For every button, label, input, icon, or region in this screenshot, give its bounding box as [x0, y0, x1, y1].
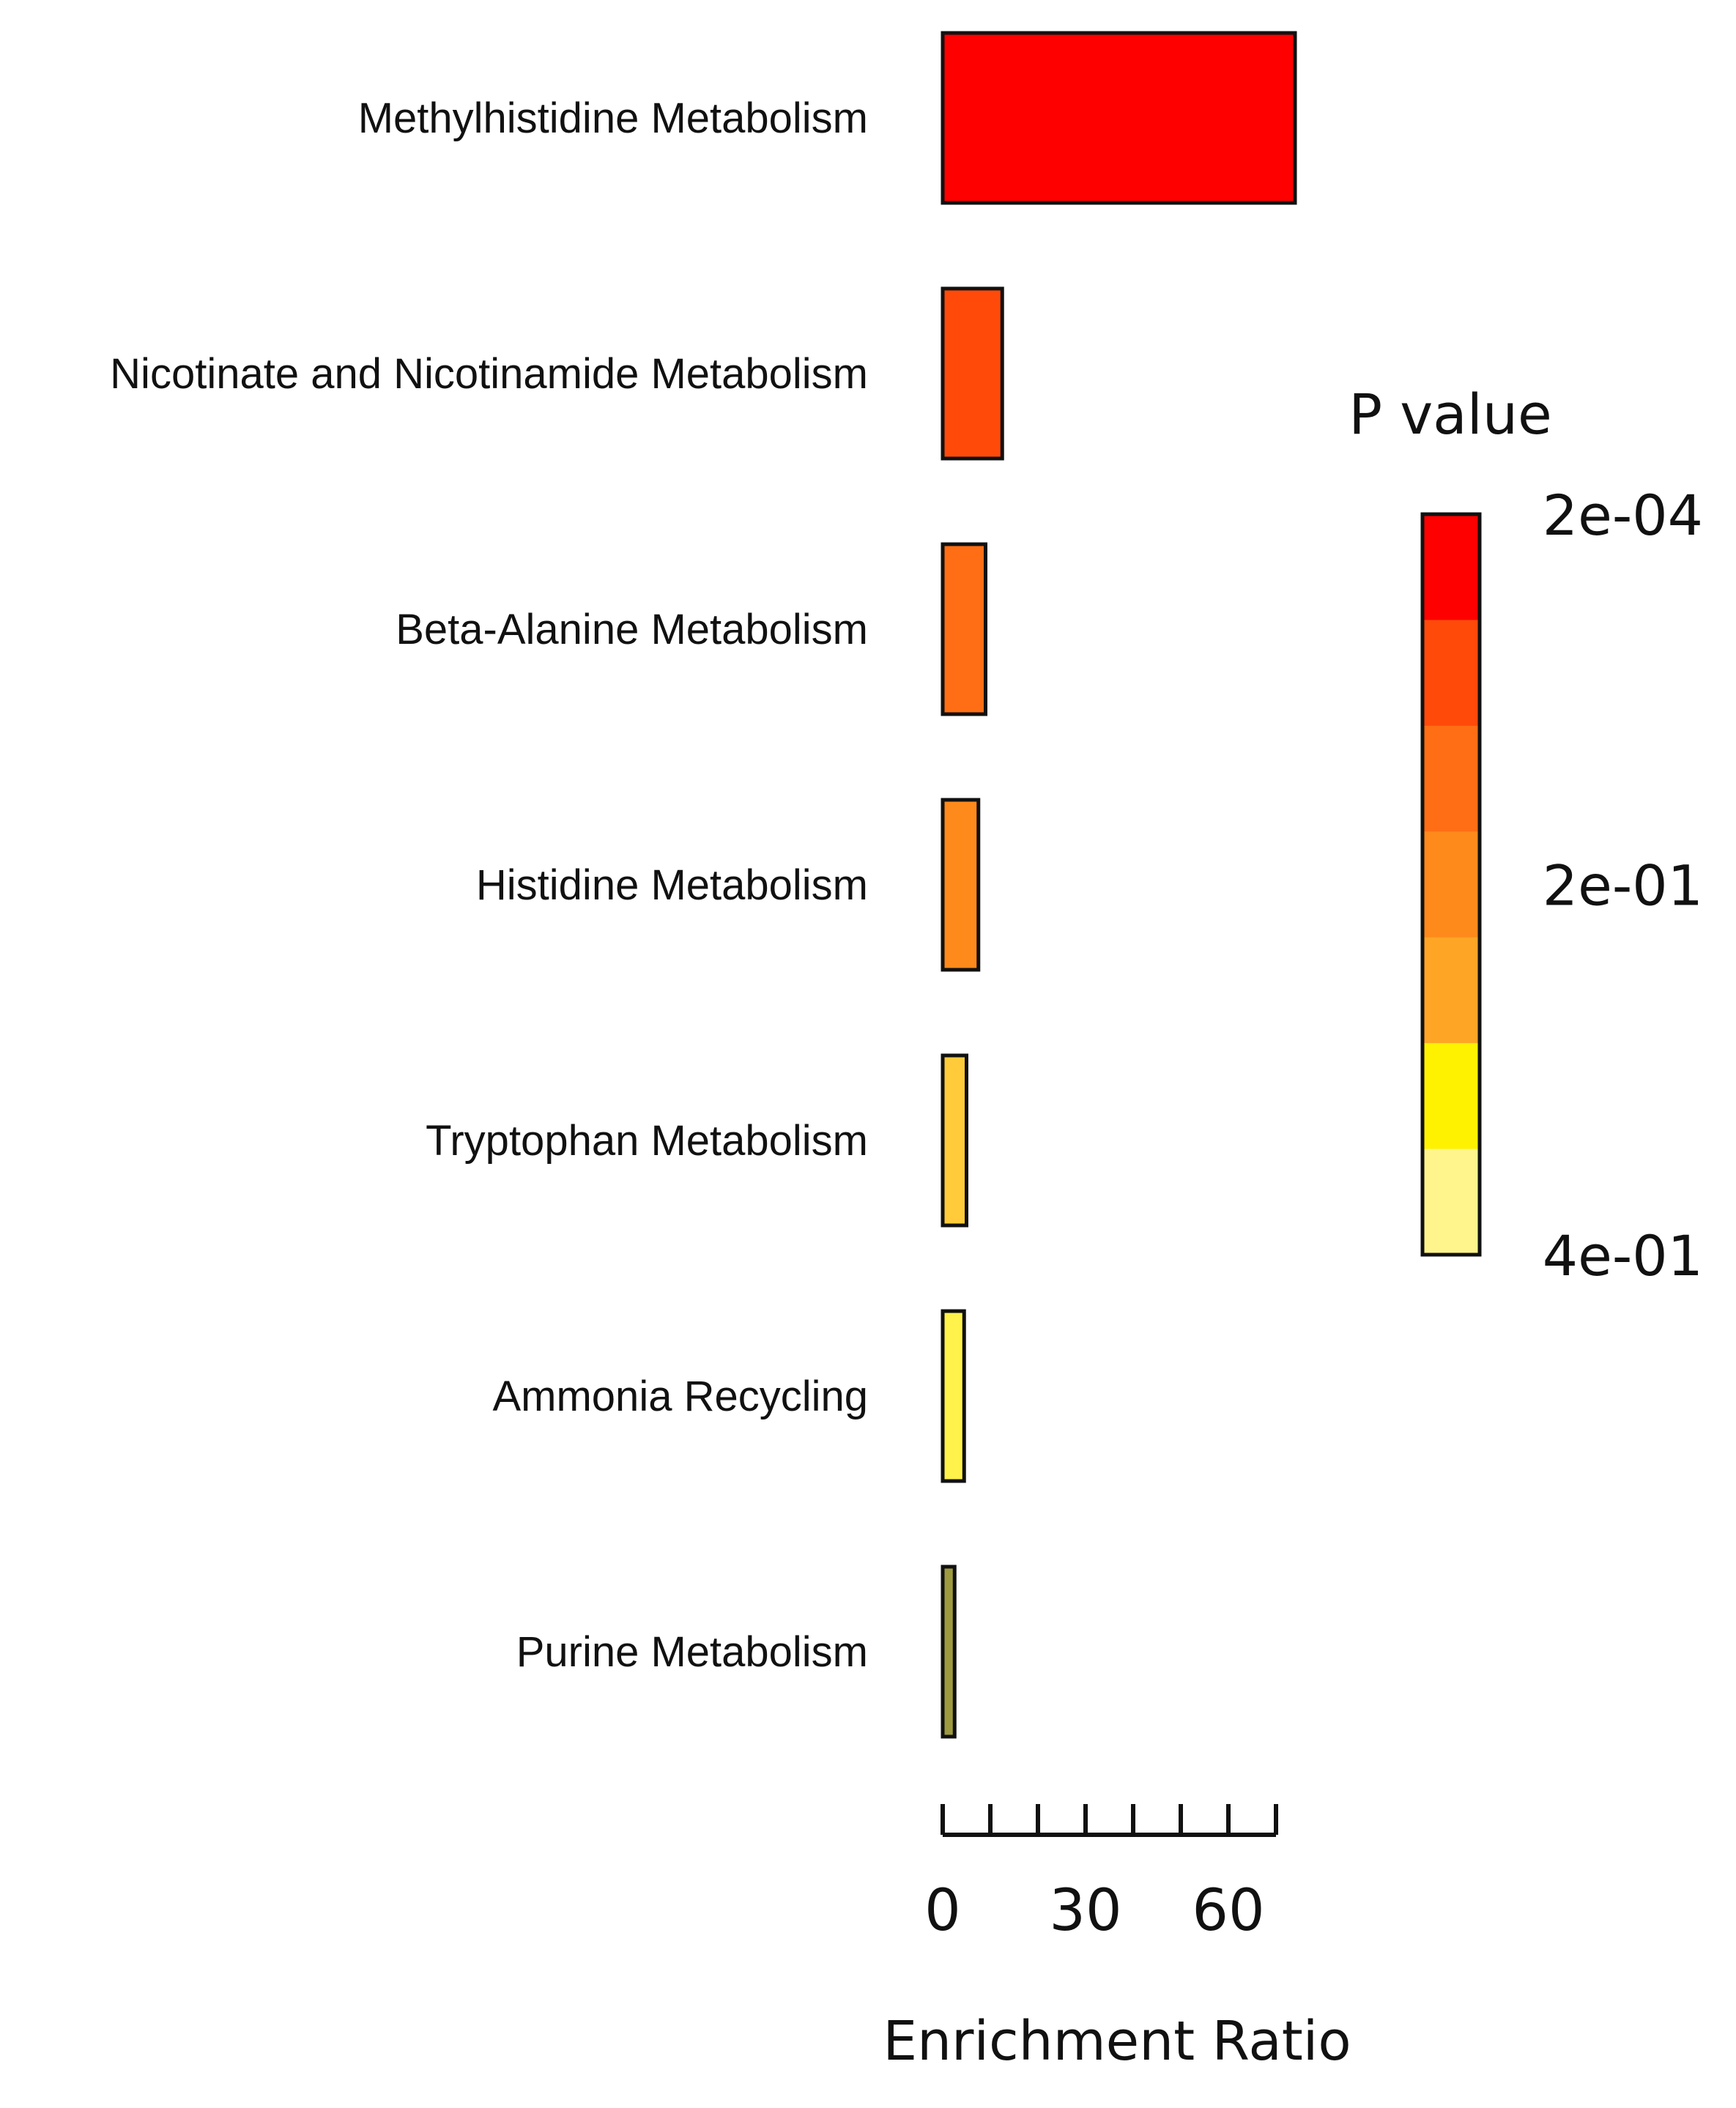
legend-labels: 2e-04 2e-01 4e-01 — [1543, 483, 1703, 1288]
legend-border — [1420, 512, 1482, 1257]
x-axis: 0 30 60 — [924, 1804, 1278, 1944]
x-axis-title: Enrichment Ratio — [883, 2010, 1351, 2073]
legend-label: 2e-01 — [1543, 853, 1703, 918]
bar-ammonia-recycling — [941, 1309, 966, 1483]
legend-swatch — [1422, 831, 1480, 938]
bar-beta-alanine-metabolism — [941, 542, 987, 716]
category-label: Purine Metabolism — [516, 1628, 868, 1676]
legend-color-bar — [1420, 512, 1482, 1257]
x-tick-label: 30 — [1049, 1878, 1121, 1944]
bar-purine-metabolism — [941, 1565, 957, 1739]
bar-nicotinate-and-nicotinamide-metabolism — [941, 286, 1004, 461]
category-label: Ammonia Recycling — [492, 1373, 868, 1420]
legend-label: 2e-04 — [1543, 483, 1703, 548]
bar-tryptophan-metabolism — [941, 1053, 968, 1228]
legend-swatch — [1422, 620, 1480, 727]
legend-title: P value — [1349, 382, 1552, 447]
category-label: Nicotinate and Nicotinamide Metabolism — [110, 350, 868, 398]
x-tick-label: 60 — [1192, 1878, 1264, 1944]
bars — [941, 31, 1297, 1739]
legend-swatch — [1422, 937, 1480, 1044]
x-tick-label: 0 — [924, 1878, 961, 1944]
category-label: Tryptophan Metabolism — [426, 1117, 868, 1165]
category-label: Histidine Metabolism — [476, 861, 868, 909]
category-labels: Methylhistidine Metabolism Nicotinate and… — [110, 94, 868, 1676]
p-value-legend: P value 2e-04 2e-01 4e-01 — [1349, 382, 1703, 1288]
legend-swatch — [1422, 725, 1480, 832]
legend-swatch — [1422, 1043, 1480, 1150]
legend-label: 4e-01 — [1543, 1223, 1703, 1288]
category-label: Methylhistidine Metabolism — [358, 94, 868, 142]
bar-histidine-metabolism — [941, 798, 981, 972]
legend-swatch — [1422, 514, 1480, 620]
category-label: Beta-Alanine Metabolism — [396, 606, 868, 653]
legend-swatch — [1422, 1148, 1480, 1255]
bar-methylhistidine-metabolism — [941, 31, 1297, 205]
